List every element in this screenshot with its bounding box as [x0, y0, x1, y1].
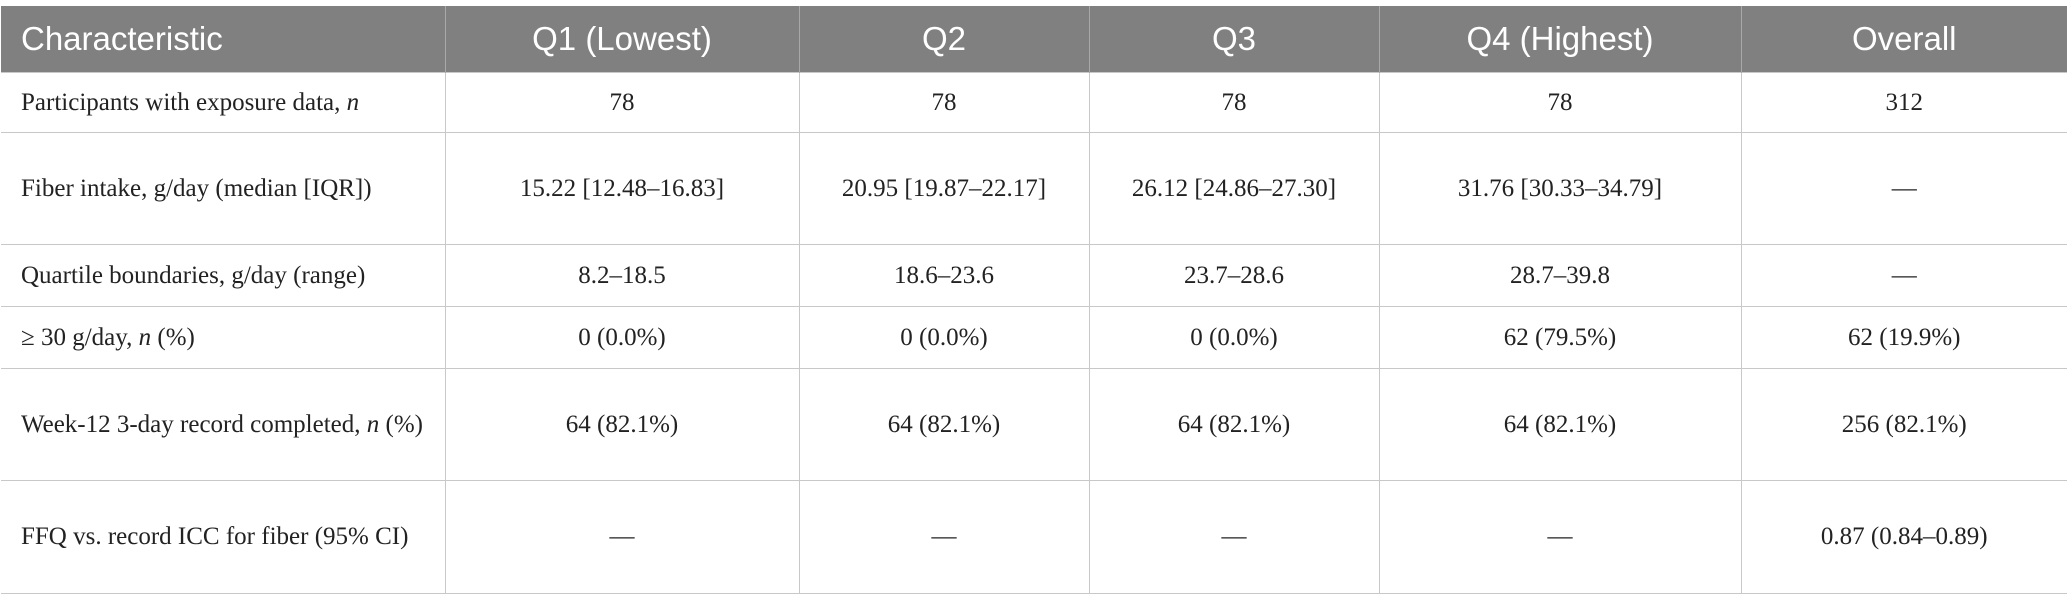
row-label: ≥ 30 g/day, n (%)	[1, 306, 446, 369]
cell: 15.22 [12.48–16.83]	[444, 132, 800, 245]
label-text: Quartile boundaries, g/day (range)	[21, 261, 366, 289]
cell: 31.76 [30.33–34.79]	[1378, 132, 1742, 245]
row-label: Fiber intake, g/day (median [IQR])	[1, 132, 446, 245]
row-label: Week-12 3-day record completed, n (%)	[1, 368, 446, 481]
label-text: n	[366, 410, 380, 438]
cell: —	[1740, 132, 2067, 245]
cell: 78	[1088, 72, 1380, 133]
page: Characteristic Q1 (Lowest) Q2 Q3 Q4 (Highest…	[1, 6, 2067, 594]
cell: 64 (82.1%)	[444, 368, 800, 481]
label-text: n	[346, 88, 360, 116]
cell: —	[1088, 480, 1380, 594]
column-header: Q2	[798, 6, 1089, 73]
cell: —	[1378, 480, 1742, 594]
cell: 26.12 [24.86–27.30]	[1088, 132, 1380, 245]
cell: 20.95 [19.87–22.17]	[798, 132, 1090, 245]
column-header: Q4 (Highest)	[1378, 6, 1741, 73]
cell: 23.7–28.6	[1088, 244, 1380, 307]
row-label: FFQ vs. record ICC for fiber (95% CI)	[1, 480, 446, 594]
table-row: Week-12 3-day record completed, n (%) 64 …	[1, 368, 2067, 481]
header-row: Characteristic Q1 (Lowest) Q2 Q3 Q4 (Highest…	[1, 6, 2067, 73]
cell: 8.2–18.5	[444, 244, 800, 307]
table-row: Quartile boundaries, g/day (range) 8.2–18…	[1, 244, 2067, 307]
cell: 64 (82.1%)	[1378, 368, 1742, 481]
column-header: Overall	[1740, 6, 2067, 73]
cell: —	[1740, 244, 2067, 307]
data-table: Characteristic Q1 (Lowest) Q2 Q3 Q4 (Highest…	[1, 6, 2067, 594]
cell: 0 (0.0%)	[798, 306, 1090, 369]
table-row: Participants with exposure data, n 78 78 78…	[1, 72, 2067, 133]
cell: —	[444, 480, 800, 594]
label-text: Week-12 3-day record completed,	[21, 410, 367, 438]
column-header: Q1 (Lowest)	[444, 6, 799, 73]
label-text: ≥ 30 g/day,	[21, 323, 139, 351]
label-text: (%)	[151, 323, 195, 351]
table-row: ≥ 30 g/day, n (%) 0 (0.0%) 0 (0.0%) 0 (0.0%…	[1, 306, 2067, 369]
cell: 18.6–23.6	[798, 244, 1090, 307]
label-text: n	[138, 323, 152, 351]
row-label: Participants with exposure data, n	[1, 72, 446, 133]
column-header: Characteristic	[1, 6, 445, 73]
cell: 0 (0.0%)	[444, 306, 800, 369]
cell: 28.7–39.8	[1378, 244, 1742, 307]
cell: 78	[1378, 72, 1742, 133]
cell: 62 (19.9%)	[1740, 306, 2067, 369]
cell: 256 (82.1%)	[1740, 368, 2067, 481]
cell: 312	[1740, 72, 2067, 133]
cell: 64 (82.1%)	[1088, 368, 1380, 481]
label-text: FFQ vs. record ICC for fiber (95% CI)	[21, 523, 409, 550]
label-text: (%)	[379, 410, 423, 438]
cell: 78	[798, 72, 1090, 133]
table-row: Fiber intake, g/day (median [IQR]) 15.22 …	[1, 132, 2067, 245]
label-text: Participants with exposure data,	[21, 88, 347, 116]
table-row: FFQ vs. record ICC for fiber (95% CI) — — —…	[1, 480, 2067, 594]
cell: 78	[444, 72, 800, 133]
column-header: Q3	[1088, 6, 1379, 73]
cell: 62 (79.5%)	[1378, 306, 1742, 369]
cell: 64 (82.1%)	[798, 368, 1090, 481]
row-label: Quartile boundaries, g/day (range)	[1, 244, 446, 307]
label-text: Fiber intake, g/day (median [IQR])	[21, 174, 372, 202]
cell: —	[798, 480, 1090, 594]
cell: 0.87 (0.84–0.89)	[1740, 480, 2067, 594]
cell: 0 (0.0%)	[1088, 306, 1380, 369]
